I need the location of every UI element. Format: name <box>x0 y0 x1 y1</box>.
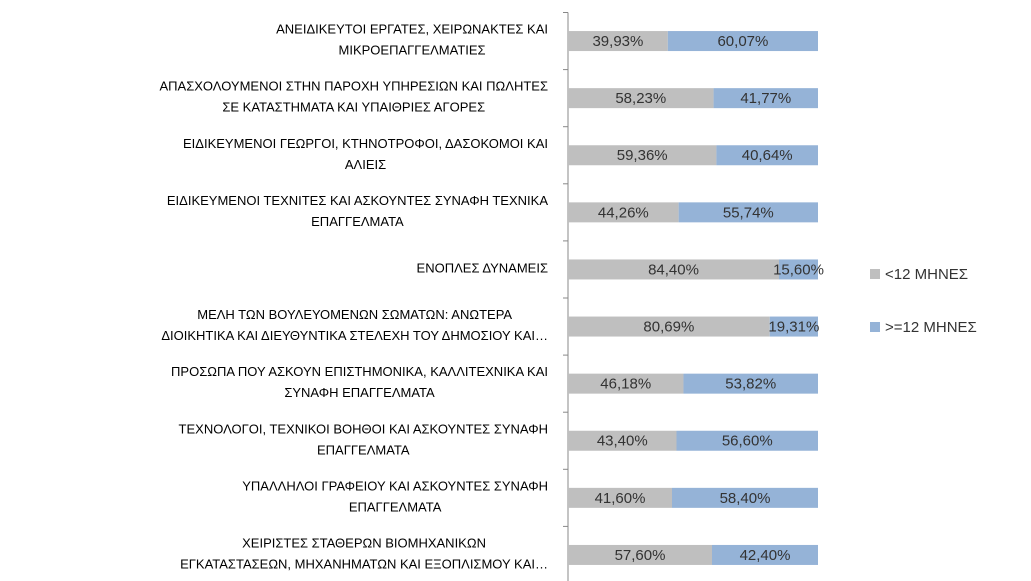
category-label-line: ΜΕΛΗ ΤΩΝ ΒΟΥΛΕΥΟΜΕΝΩΝ ΣΩΜΑΤΩΝ: ΑΝΩΤΕΡΑ <box>197 307 512 322</box>
category-label: ΕΙΔΙΚΕΥΜΕΝΟΙ ΤΕΧΝΙΤΕΣ ΚΑΙ ΑΣΚΟΥΝΤΕΣ ΣΥΝΑ… <box>167 193 548 229</box>
legend-swatch <box>870 269 880 279</box>
bar-segment <box>568 316 770 337</box>
bar-segment <box>712 544 818 565</box>
category-label-line: ΕΝΟΠΛΕΣ ΔΥΝΑΜΕΙΣ <box>417 261 548 276</box>
category-label-line: ΣΕ ΚΑΤΑΣΤΗΜΑΤΑ ΚΑΙ ΥΠΑΙΘΡΙΕΣ ΑΓΟΡΕΣ <box>222 100 485 115</box>
value-label: 42,40% <box>740 547 791 564</box>
value-label: 39,93% <box>592 33 643 50</box>
category-label-line: ΔΙΟΙΚΗΤΙΚΑ ΚΑΙ ΔΙΕΥΘΥΝΤΙΚΑ ΣΤΕΛΕΧΗ ΤΟΥ Δ… <box>161 328 548 343</box>
value-label: 41,77% <box>740 90 791 107</box>
category-label: ΤΕΧΝΟΛΟΓΟΙ, ΤΕΧΝΙΚΟΙ ΒΟΗΘΟΙ ΚΑΙ ΑΣΚΟΥΝΤΕ… <box>179 422 548 458</box>
value-label: 40,64% <box>742 147 793 164</box>
value-label: 80,69% <box>643 319 694 336</box>
category-label-line: ΑΛΙΕΙΣ <box>345 157 386 172</box>
category-label-line: ΥΠΑΛΛΗΛΟΙ ΓΡΑΦΕΙΟΥ ΚΑΙ ΑΣΚΟΥΝΤΕΣ ΣΥΝΑΦΗ <box>242 479 548 494</box>
category-label: ΑΠΑΣΧΟΛΟΥΜΕΝΟΙ ΣΤΗΝ ΠΑΡΟΧΗ ΥΠΗΡΕΣΙΩΝ ΚΑΙ… <box>159 79 548 115</box>
value-label: 19,31% <box>768 319 819 336</box>
category-label-line: ΑΠΑΣΧΟΛΟΥΜΕΝΟΙ ΣΤΗΝ ΠΑΡΟΧΗ ΥΠΗΡΕΣΙΩΝ ΚΑΙ… <box>159 79 548 94</box>
value-label: 15,60% <box>773 261 824 278</box>
value-label: 58,23% <box>615 90 666 107</box>
category-label-line: ΤΕΧΝΟΛΟΓΟΙ, ΤΕΧΝΙΚΟΙ ΒΟΗΘΟΙ ΚΑΙ ΑΣΚΟΥΝΤΕ… <box>179 422 548 437</box>
category-label: ΧΕΙΡΙΣΤΕΣ ΣΤΑΘΕΡΩΝ ΒΙΟΜΗΧΑΝΙΚΩΝ ΕΓΚΑΤΑΣΤΑ… <box>180 536 548 572</box>
value-label: 60,07% <box>717 33 768 50</box>
category-label-line: ΠΡΟΣΩΠΑ ΠΟΥ ΑΣΚΟΥΝ ΕΠΙΣΤΗΜΟΝΙΚΑ, ΚΑΛΛΙΤΕ… <box>171 365 548 380</box>
category-label-line: ΕΠΑΓΓΕΛΜΑΤΑ <box>317 443 410 458</box>
bar-segment <box>568 373 684 394</box>
value-label: 44,26% <box>598 204 649 221</box>
category-label-line: ΑΝΕΙΔΙΚΕΥΤΟΙ ΕΡΓΑΤΕΣ, ΧΕΙΡΩΝΑΚΤΕΣ ΚΑΙ <box>276 22 548 37</box>
value-label: 43,40% <box>597 433 648 450</box>
category-label-line: ΕΠΑΓΓΕΛΜΑΤΑ <box>349 500 442 515</box>
bar-segment <box>568 259 779 280</box>
bar-segment <box>568 88 714 109</box>
category-label: ΥΠΑΛΛΗΛΟΙ ΓΡΑΦΕΙΟΥ ΚΑΙ ΑΣΚΟΥΝΤΕΣ ΣΥΝΑΦΗ Ε… <box>242 479 548 515</box>
category-label: ΕΝΟΠΛΕΣ ΔΥΝΑΜΕΙΣ <box>417 261 548 276</box>
value-label: 56,60% <box>722 433 773 450</box>
bar-segment <box>667 31 818 52</box>
bar-segment <box>678 202 818 223</box>
category-label: ΑΝΕΙΔΙΚΕΥΤΟΙ ΕΡΓΑΤΕΣ, ΧΕΙΡΩΝΑΚΤΕΣ ΚΑΙ ΜΙΚ… <box>276 22 548 58</box>
legend-label: >=12 ΜΗΝΕΣ <box>885 319 977 336</box>
bar-segment <box>568 145 717 166</box>
bar-segment <box>568 544 712 565</box>
bar-segment <box>779 259 818 280</box>
category-label: ΠΡΟΣΩΠΑ ΠΟΥ ΑΣΚΟΥΝ ΕΠΙΣΤΗΜΟΝΙΚΑ, ΚΑΛΛΙΤΕ… <box>171 365 548 401</box>
bar-segment <box>568 487 672 508</box>
legend-label: <12 ΜΗΝΕΣ <box>885 266 968 283</box>
bar-segment <box>683 373 818 394</box>
value-label: 57,60% <box>615 547 666 564</box>
legend-swatch <box>870 322 880 332</box>
bar-segment <box>672 487 818 508</box>
value-label: 55,74% <box>723 204 774 221</box>
bar-segment <box>568 202 679 223</box>
category-label-line: ΧΕΙΡΙΣΤΕΣ ΣΤΑΘΕΡΩΝ ΒΙΟΜΗΧΑΝΙΚΩΝ <box>242 536 486 551</box>
category-label-line: ΣΥΝΑΦΗ ΕΠΑΓΓΕΛΜΑΤΑ <box>284 386 435 401</box>
value-label: 46,18% <box>600 376 651 393</box>
category-label-line: ΕΓΚΑΤΑΣΤΑΣΕΩΝ, ΜΗΧΑΝΗΜΑΤΩΝ ΚΑΙ ΕΞΟΠΛΙΣΜΟ… <box>180 557 548 572</box>
bar-segment <box>716 145 818 166</box>
category-label-line: ΕΠΑΓΓΕΛΜΑΤΑ <box>311 214 404 229</box>
category-label-line: ΕΙΔΙΚΕΥΜΕΝΟΙ ΓΕΩΡΓΟΙ, ΚΤΗΝΟΤΡΟΦΟΙ, ΔΑΣΟΚ… <box>183 136 548 151</box>
value-label: 59,36% <box>617 147 668 164</box>
value-label: 53,82% <box>725 376 776 393</box>
category-label: ΜΕΛΗ ΤΩΝ ΒΟΥΛΕΥΟΜΕΝΩΝ ΣΩΜΑΤΩΝ: ΑΝΩΤΕΡΑ ΔΙ… <box>161 307 548 343</box>
category-label: ΕΙΔΙΚΕΥΜΕΝΟΙ ΓΕΩΡΓΟΙ, ΚΤΗΝΟΤΡΟΦΟΙ, ΔΑΣΟΚ… <box>183 136 548 172</box>
value-label: 84,40% <box>648 261 699 278</box>
category-label-line: ΜΙΚΡΟΕΠΑΓΓΕΛΜΑΤΙΕΣ <box>339 43 486 58</box>
value-label: 58,40% <box>720 490 771 507</box>
category-label-line: ΕΙΔΙΚΕΥΜΕΝΟΙ ΤΕΧΝΙΤΕΣ ΚΑΙ ΑΣΚΟΥΝΤΕΣ ΣΥΝΑ… <box>167 193 548 208</box>
bar-segment <box>568 430 677 451</box>
bar-segment <box>713 88 818 109</box>
value-label: 41,60% <box>595 490 646 507</box>
bar-segment <box>676 430 818 451</box>
bar-segment <box>769 316 818 337</box>
bar-segment <box>568 31 668 52</box>
